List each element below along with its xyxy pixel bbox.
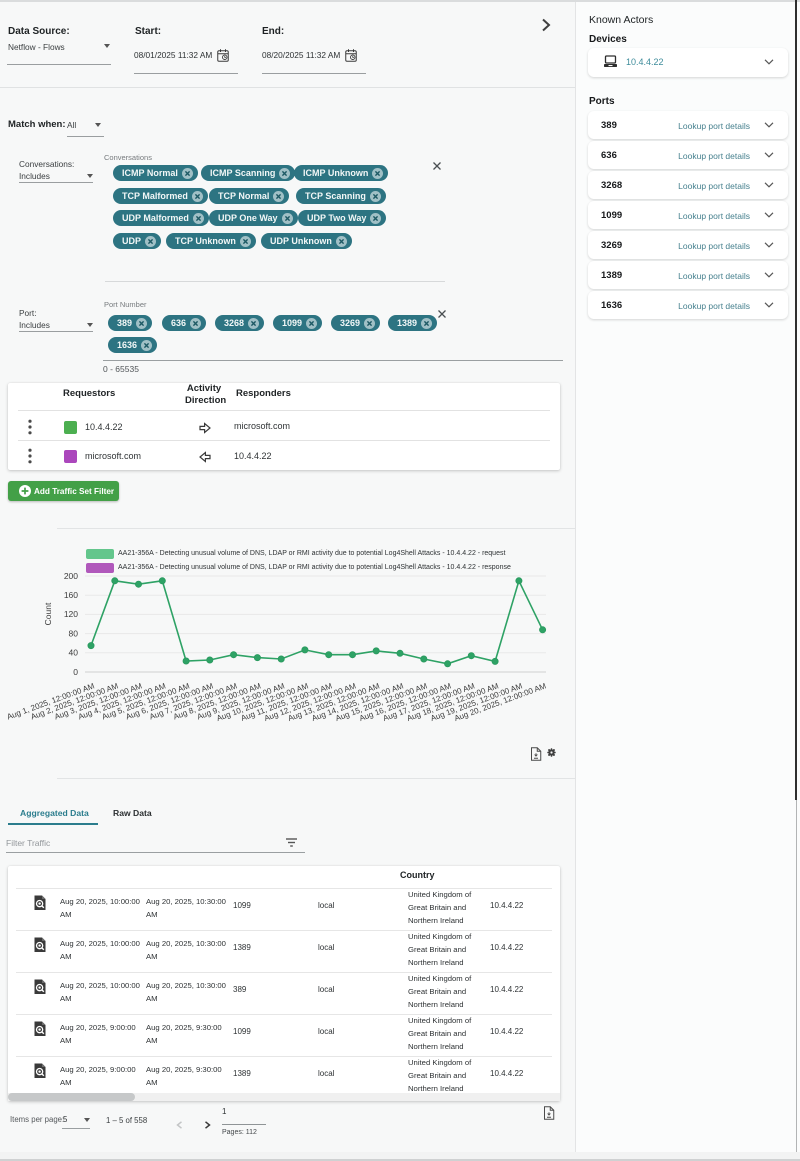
svg-text:40: 40 [69,648,79,658]
svg-text:80: 80 [69,628,79,638]
svg-text:200: 200 [64,571,78,581]
svg-text:160: 160 [64,590,78,600]
svg-text:0: 0 [73,667,78,677]
svg-text:120: 120 [64,609,78,619]
svg-text:Count: Count [43,602,53,625]
